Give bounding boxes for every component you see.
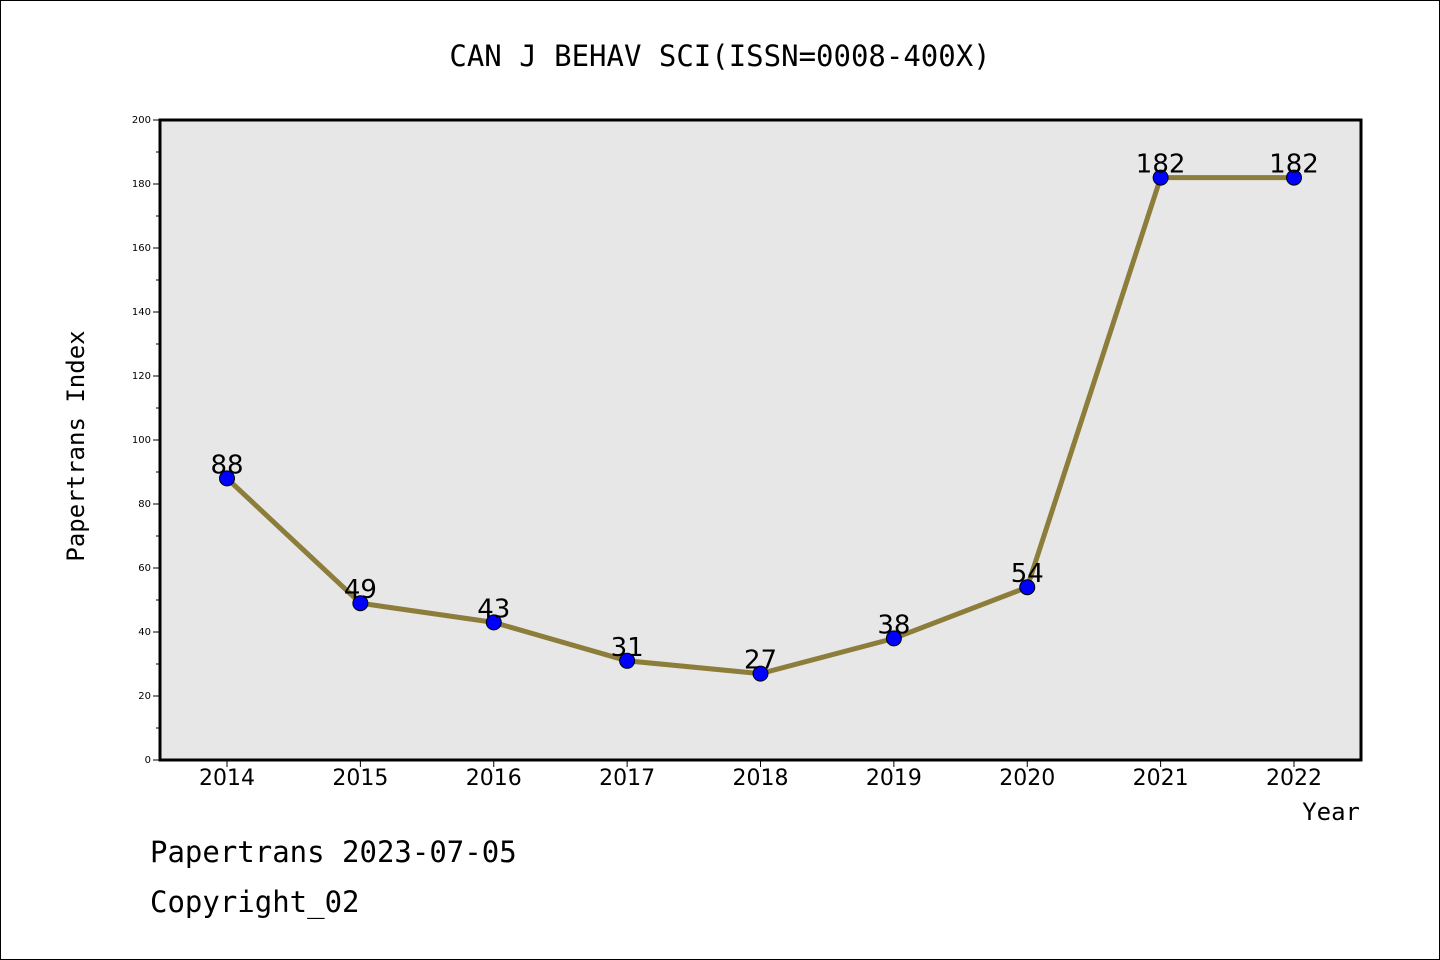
- data-label: 182: [1269, 150, 1319, 180]
- data-point: [885, 630, 902, 647]
- y-tick-label: 40: [138, 627, 151, 638]
- x-tick-label: 2020: [999, 766, 1055, 791]
- x-tick-label: 2015: [332, 766, 388, 791]
- y-tick-label: 160: [132, 243, 151, 254]
- data-label: 31: [611, 633, 644, 663]
- x-tick-label: 2017: [599, 766, 655, 791]
- data-label: 182: [1136, 150, 1186, 180]
- data-label: 88: [210, 450, 243, 480]
- data-point: [352, 595, 369, 612]
- points-layer: [219, 169, 1302, 682]
- y-tick-label: 200: [132, 115, 151, 126]
- data-label: 38: [877, 610, 910, 640]
- x-tick-label: 2014: [199, 766, 255, 791]
- x-tick-label: 2021: [1133, 766, 1189, 791]
- data-label: 54: [1011, 559, 1044, 589]
- data-label: 49: [344, 575, 377, 605]
- footer-date: Papertrans 2023-07-05: [150, 835, 517, 869]
- x-axis-label: Year: [1302, 798, 1360, 826]
- data-label: 27: [744, 646, 777, 676]
- y-tick-label: 80: [138, 499, 151, 510]
- data-point: [219, 470, 235, 487]
- y-tick-label: 0: [145, 755, 151, 766]
- y-tick-label: 100: [132, 435, 151, 446]
- plot-area: [158, 118, 1363, 762]
- y-tick-label: 180: [132, 179, 151, 190]
- x-tick-label: 2016: [466, 766, 522, 791]
- chart-title: CAN J BEHAV SCI(ISSN=0008-400X): [449, 39, 990, 73]
- x-tick-label: 2019: [866, 766, 922, 791]
- x-axis: 2014 2015 2016 2017 2018 2019 2020 2021 2022: [199, 760, 1322, 791]
- y-tick-label: 20: [138, 691, 151, 702]
- y-tick-label: 140: [132, 307, 151, 318]
- footer-copyright: Copyright_02: [150, 885, 360, 919]
- data-point: [1152, 169, 1169, 186]
- data-point: [1019, 579, 1036, 596]
- data-point: [619, 652, 636, 669]
- data-point: [1286, 169, 1302, 186]
- x-tick-label: 2022: [1266, 766, 1322, 791]
- y-axis-label: Papertrans Index: [62, 330, 90, 561]
- y-axis: 0 20 40 60 80 100 120 140 160 180 200: [132, 115, 160, 766]
- data-label: 43: [477, 594, 510, 624]
- y-tick-label: 60: [138, 563, 151, 574]
- data-point: [485, 614, 502, 631]
- x-tick-label: 2018: [733, 766, 789, 791]
- data-labels-layer: 88 49 43 31 27 38 54 182 182: [210, 150, 1318, 676]
- y-tick-label: 120: [132, 371, 151, 382]
- data-point: [752, 665, 769, 682]
